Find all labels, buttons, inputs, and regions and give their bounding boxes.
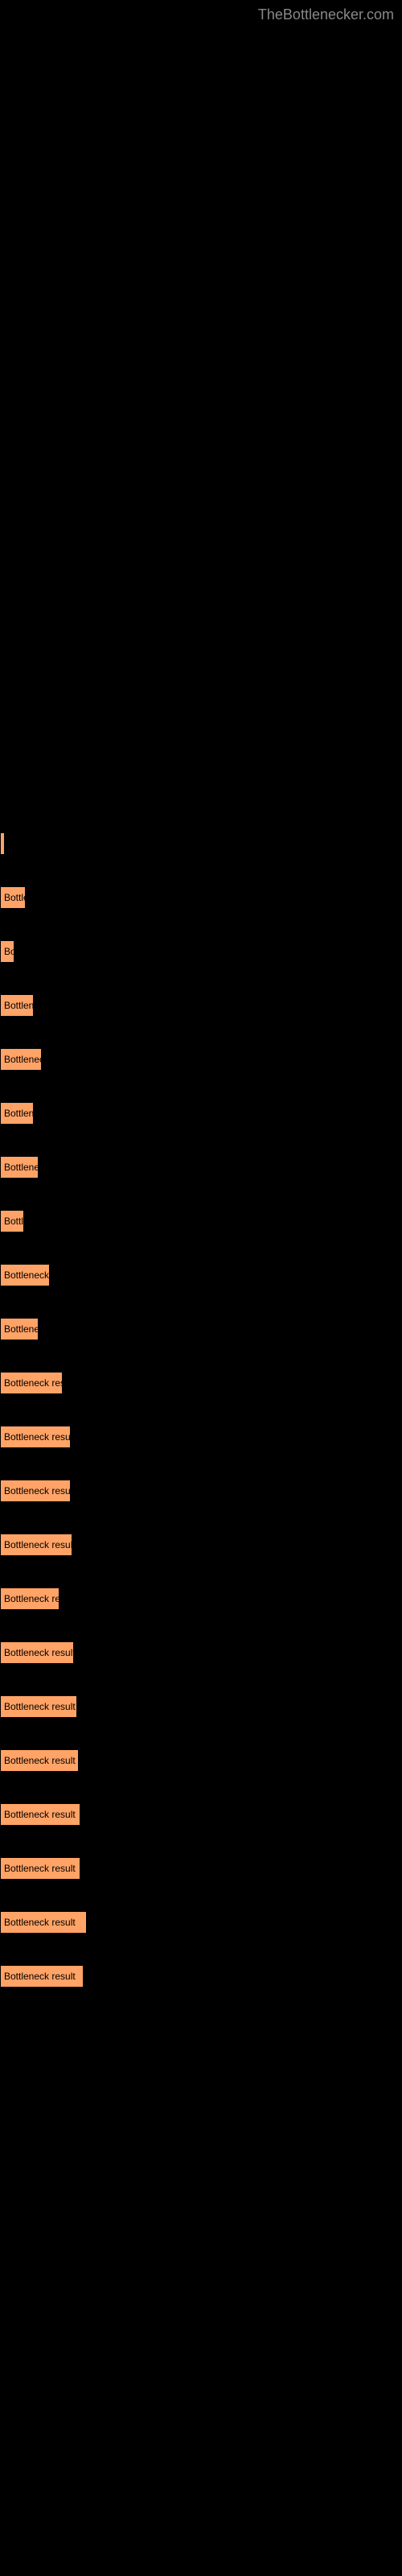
bar-text: R [4, 838, 11, 849]
watermark-text: TheBottlenecker.com [258, 6, 394, 23]
bar-text: Bottleneck result [4, 1647, 76, 1658]
bar-text: Bottleneck r [4, 1269, 55, 1281]
bar-row: Bottleneck result [0, 1692, 402, 1718]
bar: Bottlene [0, 994, 34, 1017]
bar: Bottleneck r [0, 1264, 50, 1286]
bar: Bottleneck result [0, 1695, 77, 1718]
bar: Bottleneck result [0, 1965, 84, 1988]
bar-text: Bottleneck result [4, 1755, 76, 1766]
bar-text: Bottleneck result [4, 1809, 76, 1820]
bar-text: Bottleneck result [4, 1701, 76, 1712]
bar-text: Bottleneck result [4, 1485, 76, 1496]
bar-row: Bottler [0, 883, 402, 909]
bar: Bottleneck [0, 1048, 42, 1071]
bar-text: Bottlenec [4, 1323, 44, 1335]
bar-row: Bottleneck result [0, 1962, 402, 1988]
bar: Bottleneck result [0, 1803, 80, 1826]
bar-text: Bottlene [4, 1000, 39, 1011]
bar-row: Bottle [0, 1207, 402, 1232]
bar-text: Bottleneck result [4, 1971, 76, 1982]
bar-row: Bottleneck resu [0, 1368, 402, 1394]
bar-row: Bottleneck result [0, 1800, 402, 1826]
bar: Bottleneck result [0, 1534, 72, 1556]
bar-text: Bottleneck resu [4, 1377, 71, 1389]
bar: Bottlenec [0, 1318, 39, 1340]
bar-row: Bottleneck result [0, 1422, 402, 1448]
bar-text: Bottleneck result [4, 1863, 76, 1874]
bar: Bottleneck result [0, 1749, 79, 1772]
bar: Bottleneck result [0, 1426, 71, 1448]
bar-row: Bottleneck result [0, 1530, 402, 1556]
bar-text: Bottlene [4, 1108, 39, 1119]
bar: Bottlene [0, 1102, 34, 1125]
bar-text: Bottleneck result [4, 1917, 76, 1928]
top-spacer [0, 0, 402, 829]
bar-row: Bottlenec [0, 1153, 402, 1179]
bar: Bottleneck res [0, 1587, 59, 1610]
bar-row: Bottleneck result [0, 1908, 402, 1934]
bar: Bo [0, 940, 14, 963]
bar-text: Bottleneck [4, 1054, 49, 1065]
bar: Bottleneck result [0, 1480, 71, 1502]
bar-text: Bo [4, 946, 16, 957]
bar-row: Bottlene [0, 1099, 402, 1125]
bar: Bottleneck result [0, 1911, 87, 1934]
bar-text: Bottle [4, 1216, 29, 1227]
bar-row: Bottleneck result [0, 1476, 402, 1502]
bar: Bottleneck result [0, 1641, 74, 1664]
bar-row: Bottlene [0, 991, 402, 1017]
bar-row: R [0, 829, 402, 855]
bar: Bottler [0, 886, 26, 909]
bar-row: Bottleneck res [0, 1584, 402, 1610]
bar-row: Bottleneck [0, 1045, 402, 1071]
bar-row: Bottleneck result [0, 1746, 402, 1772]
bar: Bottlenec [0, 1156, 39, 1179]
bar-text: Bottleneck result [4, 1431, 76, 1443]
bar-text: Bottlenec [4, 1162, 44, 1173]
bar-text: Bottleneck res [4, 1593, 65, 1604]
bar-text: Bottleneck result [4, 1539, 76, 1550]
bar-row: Bottleneck result [0, 1638, 402, 1664]
bar: Bottleneck resu [0, 1372, 63, 1394]
bar: R [0, 832, 5, 855]
bar-row: Bottlenec [0, 1315, 402, 1340]
bar-text: Bottler [4, 892, 32, 903]
chart-bars-container: RBottlerBoBottleneBottleneckBottleneBott… [0, 829, 402, 1988]
bar-row: Bottleneck result [0, 1854, 402, 1880]
bar: Bottle [0, 1210, 24, 1232]
bar: Bottleneck result [0, 1857, 80, 1880]
bar-row: Bottleneck r [0, 1261, 402, 1286]
bar-row: Bo [0, 937, 402, 963]
